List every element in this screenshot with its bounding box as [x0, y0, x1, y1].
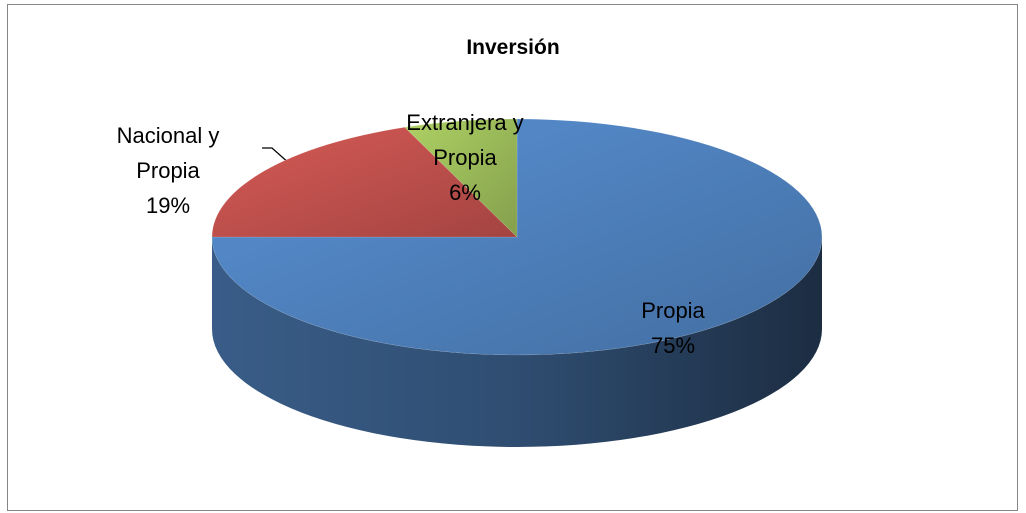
data-label: Nacional y Propia 19%	[98, 118, 238, 223]
label-percent: 19%	[145, 193, 191, 218]
chart-title: Inversión	[466, 36, 560, 59]
pie-slice	[404, 118, 518, 238]
label-category: Extranjera y Propia	[406, 110, 524, 170]
pie-slice	[211, 127, 518, 238]
label-category: Propia	[641, 298, 705, 323]
data-label: Propia 75%	[603, 293, 743, 363]
label-percent: 6%	[449, 180, 481, 205]
slice-side	[212, 237, 822, 447]
data-label: Extranjera y Propia 6%	[385, 105, 545, 210]
label-percent: 75%	[650, 333, 696, 358]
leader-line	[262, 147, 291, 165]
chart-frame	[7, 4, 1018, 511]
label-category: Nacional y Propia	[116, 123, 220, 183]
